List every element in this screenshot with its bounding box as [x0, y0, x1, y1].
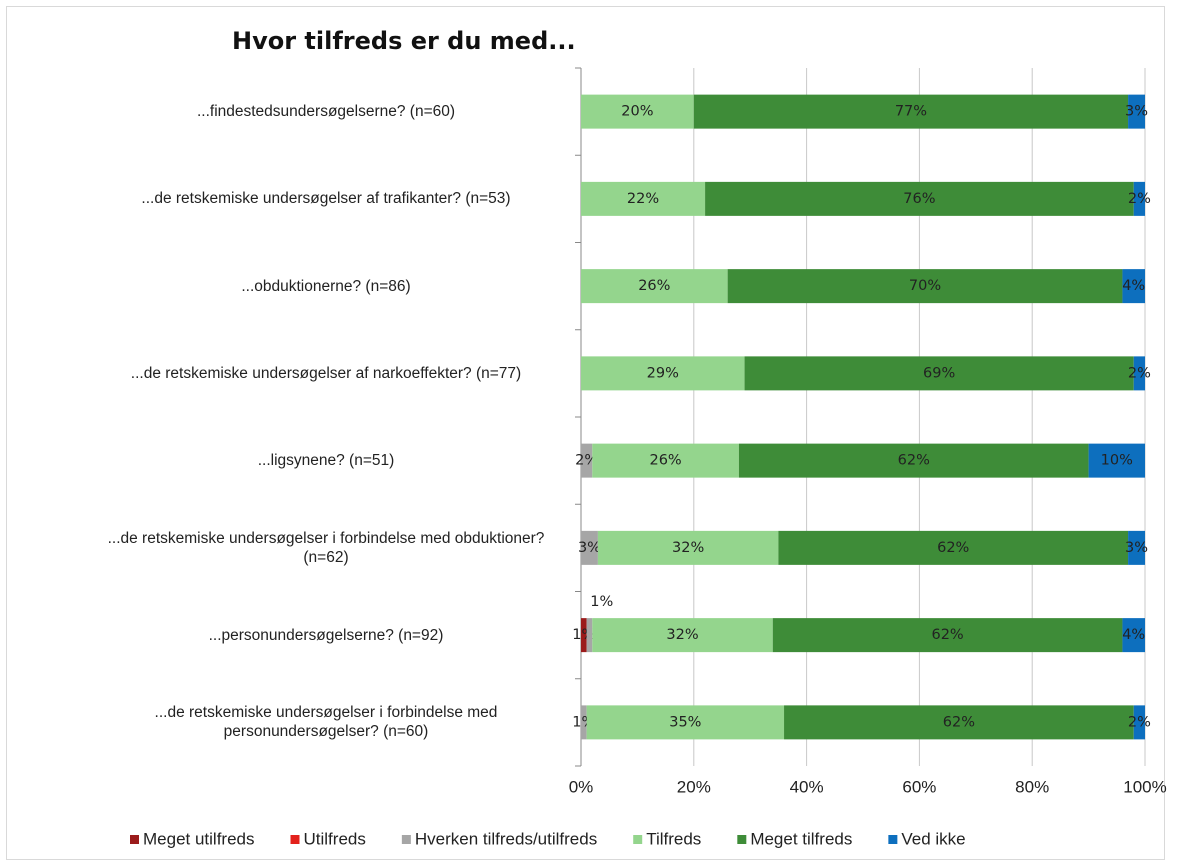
- data-label: 29%: [647, 365, 679, 381]
- data-label: 4%: [1122, 627, 1145, 643]
- data-label: 62%: [943, 714, 975, 730]
- x-tick-label: 20%: [677, 777, 711, 796]
- data-label: 32%: [666, 627, 698, 643]
- legend-swatch: [737, 835, 747, 844]
- bar-segment: [581, 94, 694, 129]
- bar-segment: [581, 443, 593, 478]
- x-tick-label: 100%: [1123, 777, 1166, 796]
- data-label: 62%: [931, 627, 963, 643]
- bar-segment: [592, 618, 773, 653]
- bar-segment: [1088, 443, 1145, 478]
- bar-segment: [772, 618, 1123, 653]
- y-tick-label: ...findestedsundersøgelserne? (n=60): [86, 102, 566, 121]
- data-label: 69%: [923, 365, 955, 381]
- data-label: 76%: [903, 191, 935, 207]
- y-tick-label: ...de retskemiske undersøgelser af narko…: [86, 364, 566, 383]
- legend-swatch: [633, 835, 643, 844]
- bar-segment: [778, 530, 1129, 565]
- y-tick-label: ...de retskemiske undersøgelser af trafi…: [86, 189, 566, 208]
- y-tick-label: ...de retskemiske undersøgelser i forbin…: [86, 703, 566, 741]
- y-tick-text: ...ligsynene? (n=51): [257, 452, 395, 470]
- bar-segment: [1128, 94, 1145, 129]
- data-label: 3%: [1125, 104, 1148, 120]
- data-label: 1%: [590, 594, 613, 610]
- legend-label: Meget tilfreds: [750, 829, 852, 848]
- bar-segment: [744, 356, 1134, 391]
- data-label: 2%: [1128, 365, 1151, 381]
- bar-segment: [693, 94, 1129, 129]
- legend-label: Utilfreds: [304, 829, 366, 848]
- data-label: 62%: [937, 540, 969, 556]
- legend-swatch: [888, 835, 898, 844]
- y-tick-text: ...de retskemiske undersøgelser af narko…: [130, 364, 522, 382]
- legend-label: Tilfreds: [646, 829, 701, 848]
- x-tick-label: 0%: [569, 777, 594, 796]
- y-tick-label: ...obduktionerne? (n=86): [86, 277, 566, 296]
- bar-segment: [581, 269, 728, 304]
- legend-label: Ved ikke: [901, 829, 965, 848]
- bar-segment: [784, 705, 1134, 740]
- y-tick-text: ...obduktionerne? (n=86): [241, 277, 411, 295]
- bar-segment: [586, 618, 593, 653]
- bar-segment: [586, 705, 785, 740]
- legend-label: Hverken tilfreds/utilfreds: [415, 829, 597, 848]
- y-tick-text: ...findestedsundersøgelserne? (n=60): [196, 103, 456, 121]
- x-tick-label: 60%: [902, 777, 936, 796]
- y-tick-label: ...ligsynene? (n=51): [86, 451, 566, 470]
- legend-label: Meget utilfreds: [143, 829, 255, 848]
- bar-segment: [1122, 618, 1145, 653]
- bar-segment: [1133, 356, 1145, 391]
- x-tick-label: 80%: [1015, 777, 1049, 796]
- data-label: 70%: [909, 278, 941, 294]
- bar-segment: [581, 705, 587, 740]
- y-tick-label: ...de retskemiske undersøgelser i forbin…: [86, 529, 566, 567]
- data-label: 77%: [895, 104, 927, 120]
- y-tick-text: ...de retskemiske undersøgelser i forbin…: [154, 704, 498, 741]
- bar-segment: [581, 181, 706, 216]
- data-label: 3%: [578, 540, 601, 556]
- data-label: 35%: [669, 714, 701, 730]
- data-label: 2%: [1128, 714, 1151, 730]
- bar-segment: [1122, 269, 1145, 304]
- data-label: 2%: [1128, 191, 1151, 207]
- bar-segment: [1133, 705, 1145, 740]
- bar-segment: [581, 530, 598, 565]
- bar-segment: [1133, 181, 1145, 216]
- data-label: 20%: [621, 104, 653, 120]
- legend-swatch: [401, 835, 411, 844]
- bar-segment: [727, 269, 1123, 304]
- y-tick-text: ...de retskemiske undersøgelser af trafi…: [141, 190, 511, 208]
- data-label: 62%: [898, 453, 930, 469]
- bar-segment: [581, 618, 587, 653]
- data-label: 4%: [1122, 278, 1145, 294]
- bar-segment: [1128, 530, 1145, 565]
- data-label: 26%: [649, 453, 681, 469]
- data-label: 3%: [1125, 540, 1148, 556]
- data-label: 26%: [638, 278, 670, 294]
- y-tick-text: ...de retskemiske undersøgelser i forbin…: [107, 529, 545, 566]
- data-label: 10%: [1101, 453, 1133, 469]
- legend-swatch: [290, 835, 300, 844]
- y-tick-text: ...personundersøgelserne? (n=92): [208, 626, 444, 644]
- data-label: 22%: [627, 191, 659, 207]
- bar-segment: [738, 443, 1089, 478]
- bar-segment: [581, 356, 745, 391]
- bar-segment: [705, 181, 1134, 216]
- x-tick-label: 40%: [790, 777, 824, 796]
- chart-title: Hvor tilfreds er du med...: [232, 27, 576, 55]
- bar-segment: [597, 530, 779, 565]
- bar-segment: [592, 443, 739, 478]
- y-tick-label: ...personundersøgelserne? (n=92): [86, 626, 566, 645]
- legend-swatch: [130, 835, 139, 844]
- data-label: 32%: [672, 540, 704, 556]
